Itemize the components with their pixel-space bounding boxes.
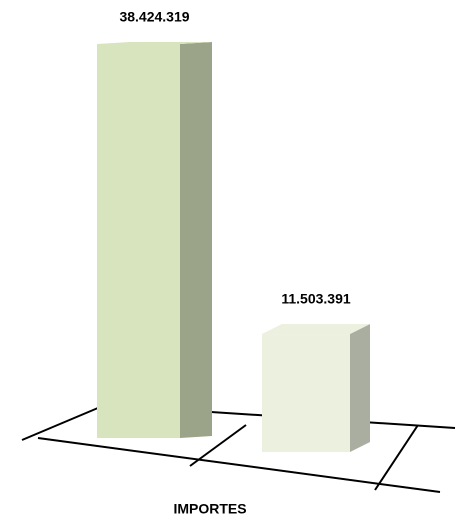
bar-front bbox=[262, 334, 350, 452]
bar bbox=[97, 42, 212, 438]
floor bbox=[21, 404, 456, 493]
floor-edge bbox=[189, 424, 247, 467]
bar-top bbox=[97, 42, 212, 44]
floor-edge bbox=[374, 424, 419, 491]
floor-edge bbox=[37, 437, 441, 493]
data-label: 11.503.391 bbox=[281, 291, 351, 307]
x-axis-label: IMPORTES bbox=[173, 501, 246, 517]
data-label: 38.424.319 bbox=[119, 9, 189, 25]
bar-top bbox=[262, 324, 370, 335]
bar bbox=[262, 324, 370, 452]
bar-front bbox=[97, 44, 180, 438]
bar-side bbox=[350, 324, 370, 452]
floor-edge bbox=[21, 404, 106, 441]
bar-side bbox=[180, 42, 212, 438]
